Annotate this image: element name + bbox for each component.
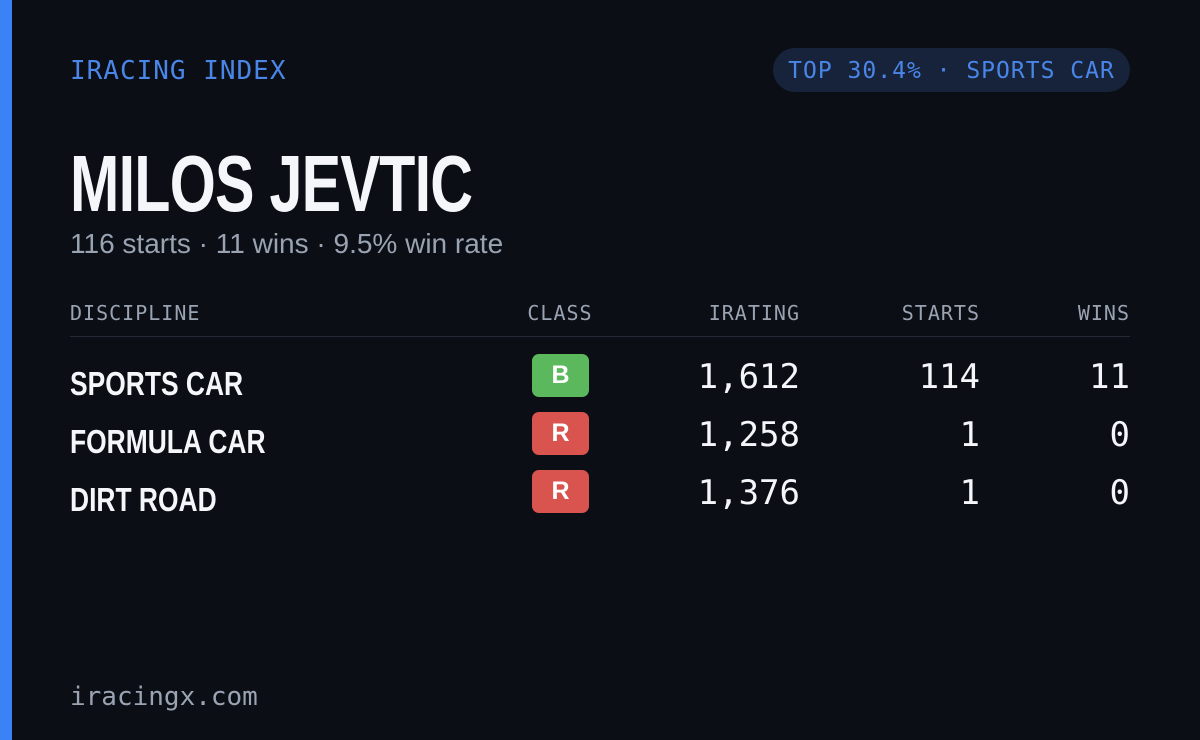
column-header: IRATING [708,301,800,325]
irating: 1,376 [697,473,800,513]
discipline: SPORTS CAR [70,365,244,402]
column-header: CLASS [527,301,593,325]
starts: 114 [918,357,980,397]
wins: 0 [1109,473,1130,513]
driver-name: MILOS JEVTIC [70,139,473,228]
irating: 1,612 [697,357,800,397]
wins: 11 [1089,357,1130,397]
starts: 1 [959,415,980,455]
class-badge: R [532,412,589,455]
class-badge: B [532,354,589,397]
footer-site: iracingx.com [70,682,258,712]
accent-bar [0,0,12,740]
discipline: DIRT ROAD [70,481,217,518]
brand: IRACING INDEX [70,56,287,86]
column-header: DISCIPLINE [70,301,201,325]
discipline: FORMULA CAR [70,423,266,460]
starts: 1 [959,473,980,513]
rank-badge: TOP 30.4% · SPORTS CAR [773,48,1130,92]
class-badge: R [532,470,589,513]
irating: 1,258 [697,415,800,455]
header-rule [70,336,1130,337]
driver-summary: 116 starts · 11 wins · 9.5% win rate [70,228,504,259]
wins: 0 [1109,415,1130,455]
column-header: WINS [1077,301,1130,325]
column-header: STARTS [901,301,980,325]
